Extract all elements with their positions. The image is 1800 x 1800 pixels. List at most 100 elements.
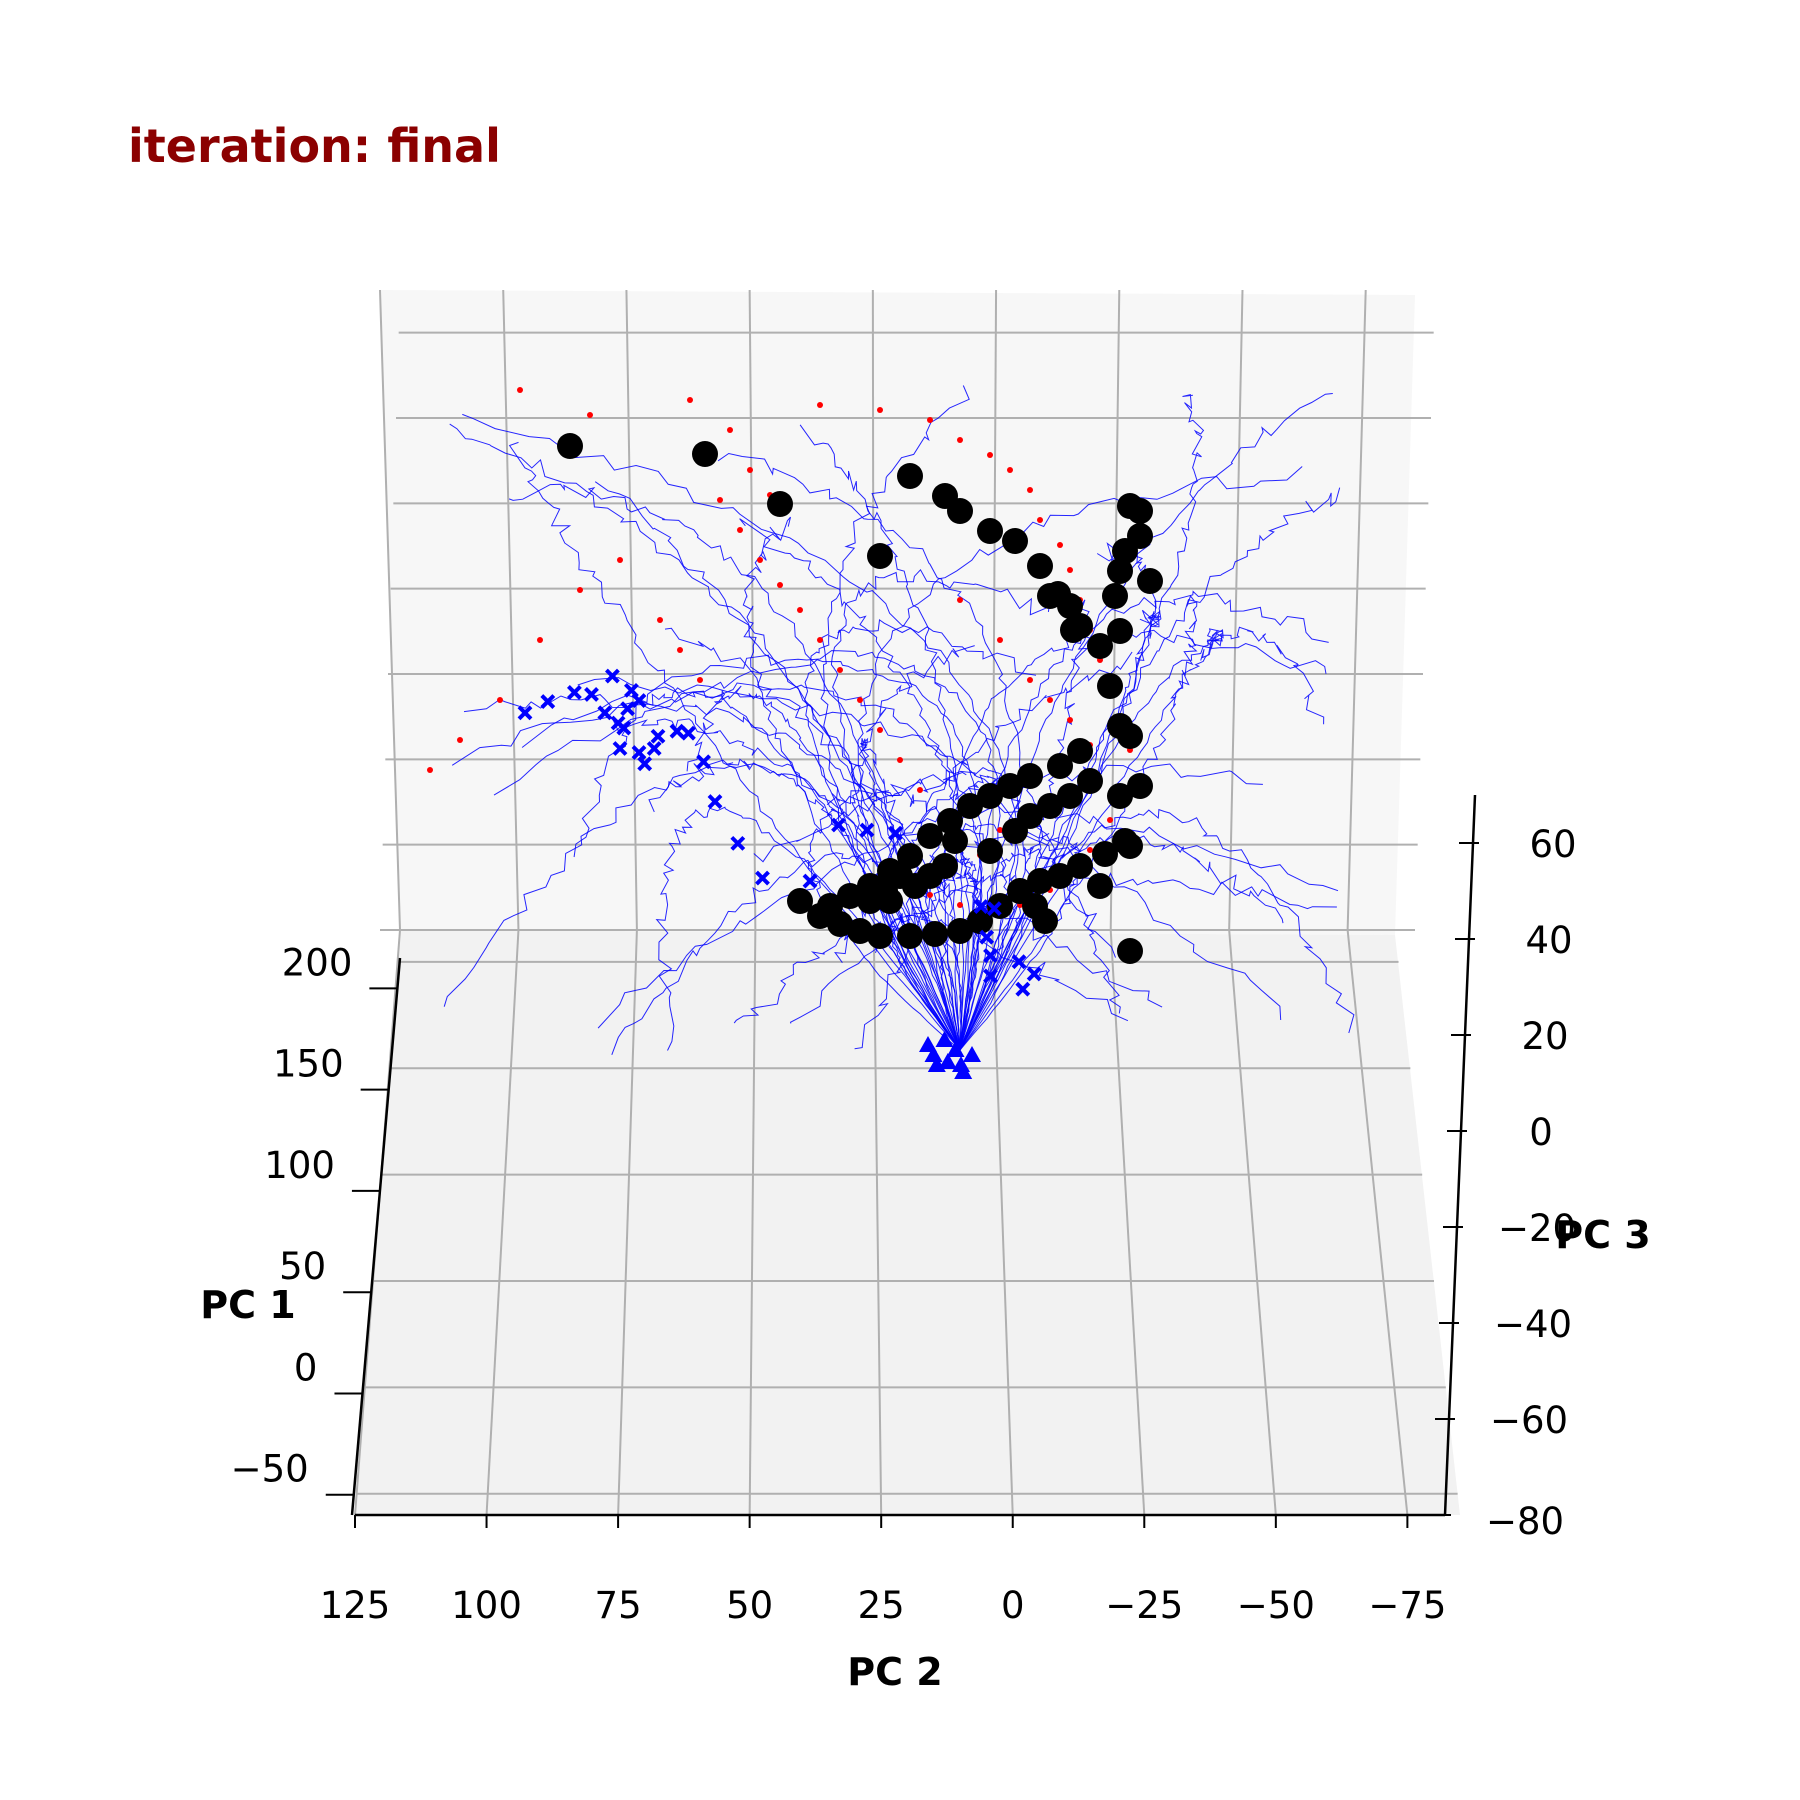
grid-line-pc2-back-5 <box>991 289 998 931</box>
black-dot <box>692 441 718 467</box>
grid-line-pc2-back-4 <box>871 289 875 931</box>
blue-x-marker <box>730 835 746 851</box>
red-dot <box>747 467 753 473</box>
blue-x-series <box>517 668 1042 997</box>
black-dot <box>1077 768 1103 794</box>
red-dot <box>1057 542 1063 548</box>
blue-triangle-marker <box>935 1031 954 1047</box>
red-dot <box>1007 467 1013 473</box>
black-dot <box>1087 873 1113 899</box>
black-dot <box>1067 738 1093 764</box>
blue-x-marker <box>517 705 533 721</box>
red-dot <box>717 497 723 503</box>
red-dot <box>677 647 683 653</box>
blue-x-marker <box>1026 966 1042 982</box>
red-dot <box>1027 677 1033 683</box>
black-dot <box>847 918 873 944</box>
trajectory-line <box>820 385 970 1051</box>
blue-triangle-marker <box>954 1063 973 1079</box>
red-dot <box>457 737 463 743</box>
grid-line-pc2-floor-3 <box>748 929 757 1516</box>
black-dot <box>827 911 853 937</box>
blue-triangle-marker <box>927 1056 946 1072</box>
red-dot <box>897 757 903 763</box>
x-tick-label: 75 <box>595 1584 642 1627</box>
x-tick-label: 25 <box>858 1584 905 1627</box>
z-tick-label: 20 <box>1521 1015 1568 1058</box>
red-dot <box>687 397 693 403</box>
black-dot <box>1060 617 1086 643</box>
blue-x-marker <box>616 720 632 736</box>
black-dot <box>957 793 983 819</box>
trajectory-line <box>655 806 961 1051</box>
blue-x-marker <box>1011 954 1027 970</box>
red-dot <box>737 527 743 533</box>
trajectory-line <box>959 393 1333 1051</box>
black-dot <box>897 843 923 869</box>
black-dot <box>867 543 893 569</box>
blue-triangle-marker <box>938 1053 957 1069</box>
blue-x-marker <box>612 741 628 756</box>
red-dot <box>1067 567 1073 573</box>
black-dot <box>767 491 793 517</box>
black-dot <box>1047 863 1073 889</box>
blue-x-marker <box>707 794 723 809</box>
blue-x-marker <box>584 687 599 702</box>
trajectory-line <box>959 590 1329 1051</box>
blue-x-marker <box>597 705 613 721</box>
red-dot <box>997 827 1003 833</box>
black-dot <box>1057 783 1083 809</box>
red-dot <box>697 677 703 683</box>
red-dot <box>957 902 963 908</box>
y-tick-label: 0 <box>294 1346 318 1389</box>
trajectory-line <box>807 771 967 1051</box>
black-dot-series <box>557 433 1163 964</box>
grid-line-pc2-floor-5 <box>991 929 1014 1516</box>
grid-line-pc2-back-7 <box>1228 289 1244 931</box>
black-dot <box>1002 528 1028 554</box>
trajectory-line <box>952 774 1116 1051</box>
red-dot <box>427 767 433 773</box>
grid-line-pc2-back-1 <box>502 289 520 931</box>
blue-x-marker <box>646 741 662 756</box>
trajectory-line <box>742 516 961 1051</box>
black-dot <box>917 823 943 849</box>
blue-x-marker <box>620 701 636 717</box>
blue-x-marker <box>888 825 903 841</box>
black-dot <box>1087 633 1113 659</box>
x-tick-label: 100 <box>451 1584 522 1627</box>
y-tick-label: −50 <box>231 1448 309 1491</box>
red-dot <box>817 402 823 408</box>
black-dot <box>897 463 923 489</box>
red-dot <box>917 787 923 793</box>
red-dot <box>1047 697 1053 703</box>
black-dot <box>867 923 893 949</box>
black-dot <box>897 923 923 949</box>
y-axis-line <box>350 957 402 1516</box>
red-dot <box>577 587 583 593</box>
grid-line-pc2-back-8 <box>1346 289 1367 931</box>
trajectory-line <box>942 629 1327 1051</box>
black-dot <box>1127 773 1153 799</box>
chart-title: iteration: final <box>128 119 501 173</box>
black-dot <box>1137 568 1163 594</box>
grid-line-pc2-back-0 <box>379 289 401 931</box>
black-dot <box>932 853 958 879</box>
black-dot <box>997 773 1023 799</box>
trajectory-line <box>493 659 983 1051</box>
red-dot <box>617 557 623 563</box>
black-dot <box>1117 938 1143 964</box>
black-dot <box>1097 673 1123 699</box>
red-dot <box>857 697 863 703</box>
black-dot <box>1067 853 1093 879</box>
black-dot <box>977 783 1003 809</box>
x-tick-label: 50 <box>726 1584 773 1627</box>
red-dot <box>817 637 823 643</box>
red-dot <box>927 892 933 898</box>
blue-x-marker <box>637 756 653 772</box>
trajectory-line <box>664 627 963 1051</box>
x-tick-label: 0 <box>1001 1584 1025 1627</box>
black-dot <box>807 903 833 929</box>
